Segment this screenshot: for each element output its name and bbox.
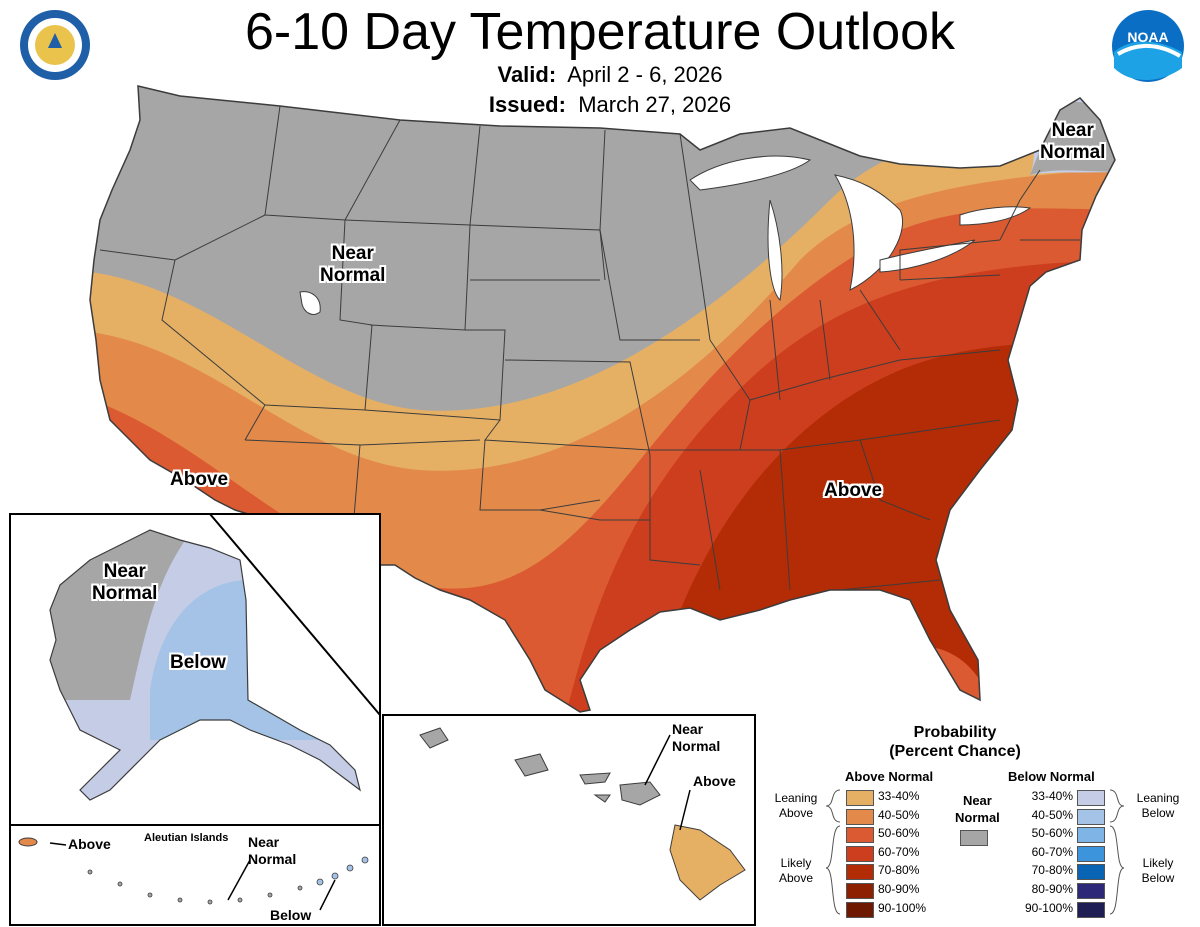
valid-dates: April 2 - 6, 2026 [567,62,723,87]
label-aleutians-above: Above [68,836,111,852]
label-hawaii-above: Above [693,773,736,789]
alaska-inset [9,513,381,826]
valid-line: Valid: April 2 - 6, 2026 [430,62,790,88]
legend-above-label-0: 33-40% [878,789,920,803]
legend-above-label-6: 90-100% [878,900,927,915]
legend-leaning-below: Leaning Below [1136,791,1180,820]
legend-above-swatch-5 [846,883,874,899]
legend-above-swatch-1 [846,808,874,825]
legend-below-header: Below Normal [1008,769,1095,784]
legend-below-label-3: 60-70% [1031,844,1073,859]
great-lakes [299,155,1032,315]
legend-below-swatch-5 [1077,883,1105,899]
legend-near-normal-label: Near Normal [955,793,1000,825]
label-conus-west-near-normal: Near Normal [320,243,386,286]
legend-above-swatch-4 [846,864,874,881]
page-title: 6-10 Day Temperature Outlook [244,3,956,61]
legend-below-swatch-4 [1077,864,1105,881]
issued-date: March 27, 2026 [578,92,732,117]
legend-near-normal-swatch [960,830,988,846]
legend-below-swatch-1 [1077,808,1105,825]
legend-above-label-2: 50-60% [878,826,920,841]
noaa-logo-text: NOAA [1127,29,1168,45]
valid-label: Valid: [497,62,557,87]
label-aleutians-below: Below [270,907,312,923]
conus-outline [89,85,1116,713]
legend-brackets [825,789,1125,915]
legend-below-label-2: 50-60% [1031,826,1073,841]
label-aleutians-title: Aleutian Islands [144,832,229,844]
commerce-seal-logo [20,10,90,80]
legend-above-label-4: 70-80% [878,863,920,878]
legend-above-swatch-0 [846,790,874,806]
legend-above-swatch-3 [846,845,874,862]
legend-above-header: Above Normal [845,769,934,784]
hawaii-inset [382,714,756,926]
legend-above-label-1: 40-50% [878,807,920,822]
legend-below-label-5: 80-90% [1031,882,1073,896]
label-hawaii-near-normal: Near Normal [672,721,721,754]
legend-below-swatch-2 [1077,827,1105,844]
legend-likely-below: Likely Below [1141,856,1175,885]
label-alaska-below: Below [170,652,226,673]
legend-below-swatch-0 [1077,790,1105,806]
legend-leaning-above: Leaning Above [774,791,818,820]
legend-above-swatch-6 [846,901,874,918]
legend-title: Probability (Percent Chance) [889,724,1021,760]
label-conus-northeast-near-normal: Near Normal [1040,120,1106,163]
legend-likely-above: Likely Above [778,856,814,885]
label-alaska-near-normal: Near Normal [92,561,158,604]
noaa-logo: NOAA [1112,10,1184,82]
legend-below-label-6: 90-100% [1024,900,1073,915]
aleutian-inset [9,824,381,926]
legend-above-swatch-2 [846,827,874,844]
legend-below-swatch-3 [1077,845,1105,862]
legend-below-swatch-6 [1077,901,1105,918]
issued-label: Issued: [488,92,566,117]
legend-below-label-1: 40-50% [1031,807,1073,822]
legend-above-label-3: 60-70% [878,844,920,859]
label-aleutians-near-normal: Near Normal [248,834,297,867]
issued-line: Issued: March 27, 2026 [430,92,790,118]
label-conus-southeast-above: Above [824,480,883,501]
legend-above-label-5: 80-90% [878,882,920,896]
legend-below-label-0: 33-40% [1031,789,1073,803]
label-conus-southwest-above: Above [170,469,229,490]
legend-below-label-4: 70-80% [1031,863,1073,878]
